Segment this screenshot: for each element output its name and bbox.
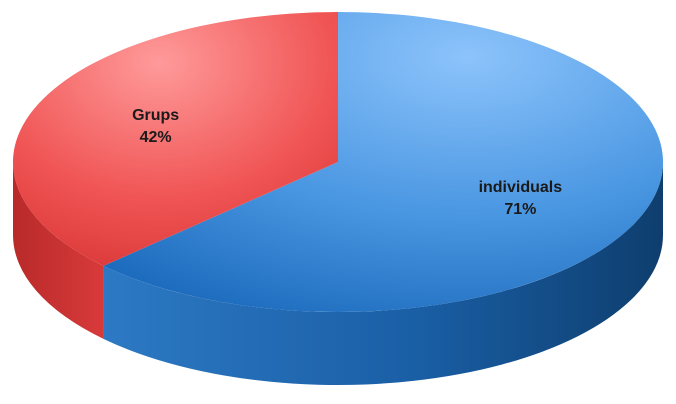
pie-tops <box>12 12 663 312</box>
slice-value-label-individuals: 71% <box>504 201 536 218</box>
pie-slice-grups <box>12 12 338 266</box>
slice-label-individuals: individuals <box>479 179 563 196</box>
pie-sides <box>13 162 663 386</box>
slice-label-grups: Grups <box>132 107 179 124</box>
slice-value-label-grups: 42% <box>140 129 172 146</box>
pie-slice-individuals <box>103 12 663 312</box>
pie-labels: individuals 71% Grups 42% <box>132 107 562 218</box>
pie-side-individuals <box>103 162 663 386</box>
pie-side-grups <box>13 162 104 339</box>
